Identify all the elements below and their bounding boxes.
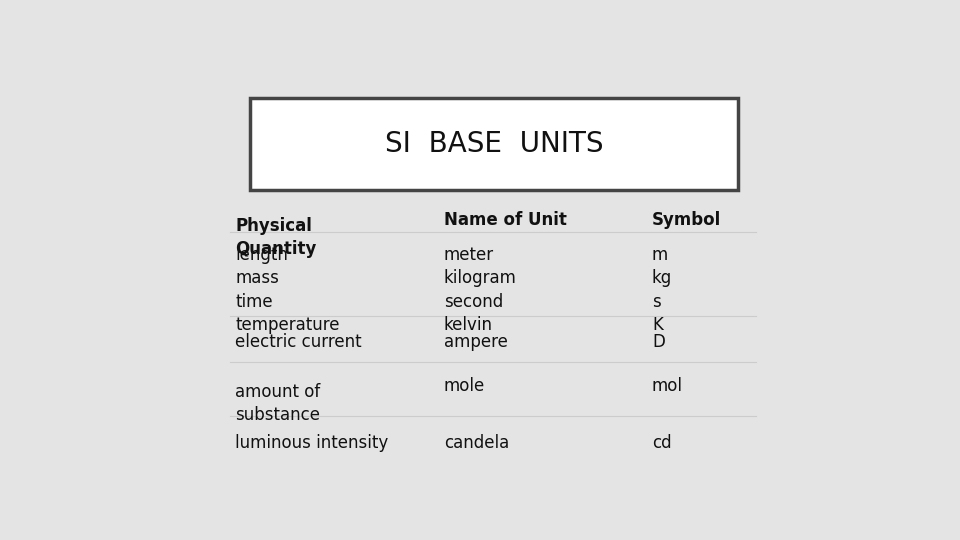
- Text: mol: mol: [652, 377, 683, 395]
- Text: meter
kilogram
second
kelvin: meter kilogram second kelvin: [444, 246, 516, 334]
- Text: Physical
Quantity: Physical Quantity: [235, 217, 317, 258]
- Text: m
kg
s
K: m kg s K: [652, 246, 672, 334]
- Text: candela: candela: [444, 434, 509, 451]
- Text: electric current: electric current: [235, 333, 362, 351]
- FancyBboxPatch shape: [251, 98, 737, 190]
- Text: cd: cd: [652, 434, 672, 451]
- Text: D: D: [652, 333, 665, 351]
- Text: luminous intensity: luminous intensity: [235, 434, 389, 451]
- Text: ampere: ampere: [444, 333, 508, 351]
- Text: mole: mole: [444, 377, 485, 395]
- Text: length
mass
time
temperature: length mass time temperature: [235, 246, 340, 334]
- Text: Symbol: Symbol: [652, 211, 721, 229]
- Text: SI  BASE  UNITS: SI BASE UNITS: [385, 130, 603, 158]
- Text: amount of
substance: amount of substance: [235, 383, 321, 424]
- Text: Name of Unit: Name of Unit: [444, 211, 566, 229]
